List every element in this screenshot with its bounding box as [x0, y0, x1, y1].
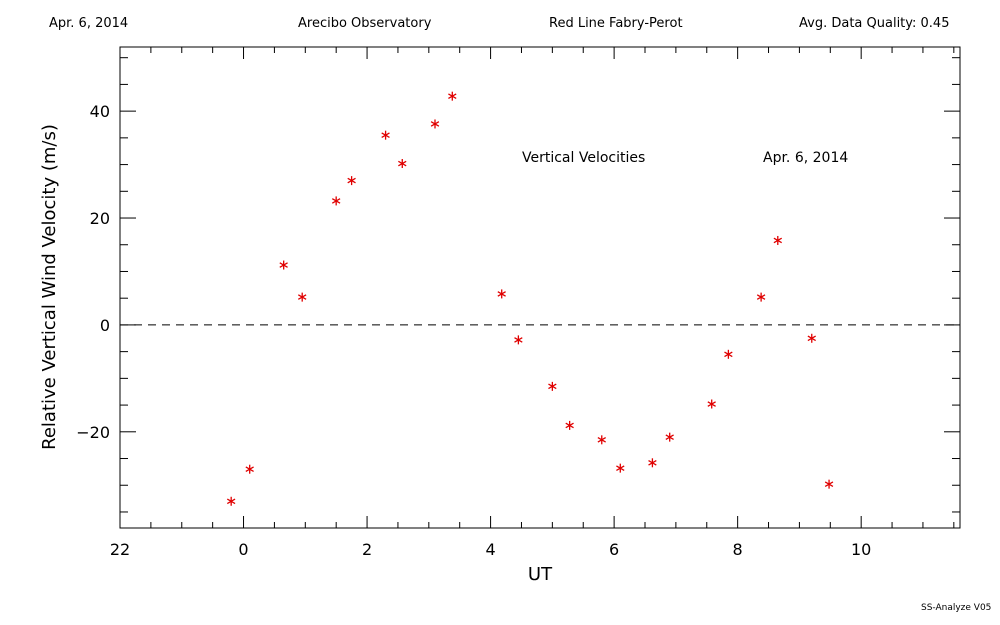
y-tick-label: 20 — [90, 209, 110, 228]
x-tick-label: 6 — [609, 540, 619, 559]
data-point — [514, 335, 523, 345]
data-point — [245, 464, 254, 474]
data-point — [331, 196, 341, 206]
data-point — [597, 435, 606, 445]
data-point — [430, 119, 440, 129]
data-point — [548, 381, 557, 391]
x-tick-label: 0 — [238, 540, 248, 559]
data-point — [448, 91, 457, 101]
data-points — [226, 91, 834, 506]
data-point — [756, 292, 766, 302]
y-axis-title: Relative Vertical Wind Velocity (m/s) — [39, 124, 60, 450]
data-point — [565, 420, 574, 430]
data-point — [707, 399, 716, 409]
plot-frame — [119, 46, 961, 529]
data-point — [824, 479, 834, 489]
header-data-quality: Avg. Data Quality: 0.45 — [799, 16, 950, 31]
data-point — [807, 333, 816, 343]
data-point — [497, 289, 506, 299]
data-point — [724, 349, 733, 359]
y-tick-label: 0 — [100, 316, 110, 335]
data-point — [773, 235, 783, 245]
footer-version: SS-Analyze V05 — [921, 603, 992, 613]
x-tick-labels: 22 0 2 4 6 8 10 — [110, 540, 872, 559]
data-point — [279, 260, 288, 270]
data-point — [616, 463, 625, 473]
x-tick-label: 4 — [485, 540, 495, 559]
data-point — [297, 292, 307, 302]
y-tick-label: −20 — [76, 423, 110, 442]
y-tick-label: 40 — [90, 102, 110, 121]
annotation-date: Apr. 6, 2014 — [763, 150, 848, 166]
x-tick-label: 10 — [851, 540, 871, 559]
data-point — [381, 130, 390, 140]
annotation-vertical-velocities: Vertical Velocities — [522, 150, 645, 166]
x-tick-label: 2 — [362, 540, 372, 559]
data-point — [665, 432, 674, 442]
x-tick-label: 8 — [733, 540, 743, 559]
x-axis-title: UT — [528, 564, 553, 585]
axis-ticks — [119, 47, 960, 528]
x-tick-label: 22 — [110, 540, 130, 559]
header-observatory: Arecibo Observatory — [298, 16, 432, 31]
header-date: Apr. 6, 2014 — [49, 16, 129, 31]
data-point — [226, 496, 236, 506]
data-point — [648, 458, 657, 468]
data-point — [398, 159, 407, 169]
y-tick-labels: −20 0 20 40 — [76, 102, 110, 442]
data-point — [347, 176, 356, 186]
header-instrument: Red Line Fabry-Perot — [549, 16, 683, 31]
